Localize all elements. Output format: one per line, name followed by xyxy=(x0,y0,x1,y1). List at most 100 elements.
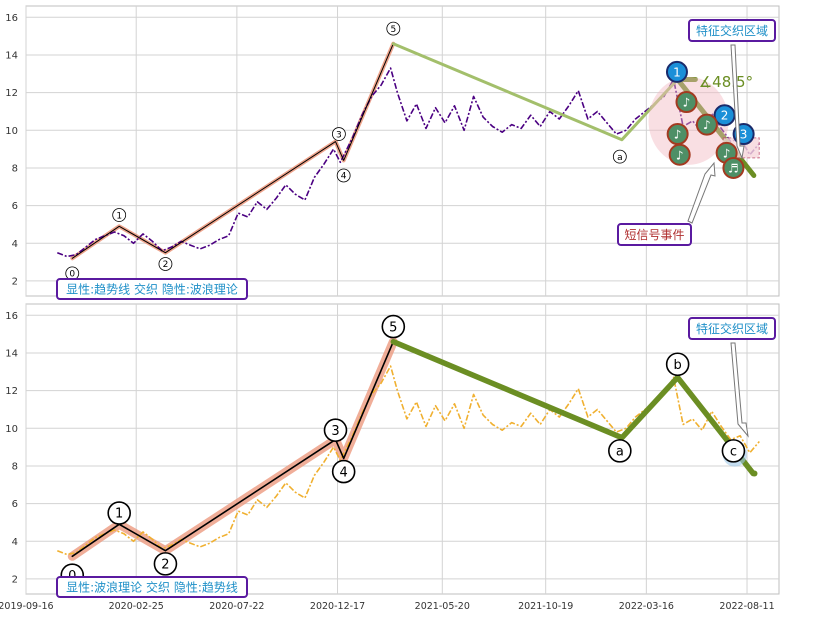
wave-label: a xyxy=(608,439,632,463)
wave-label-circle xyxy=(158,257,173,271)
wave-label-circle xyxy=(153,552,178,576)
wave-label: 2 xyxy=(153,552,178,576)
price-series-line xyxy=(57,67,760,258)
x-tick-label: 2022-03-16 xyxy=(619,601,674,612)
x-axis: 2019-09-16 2020-02-25 2020-07-22 2020-12-17… xyxy=(0,601,775,612)
legend-box: 显性:波浪理论 交织 隐性:趋势线 xyxy=(56,576,248,598)
wave-label-text: 4 xyxy=(340,465,348,480)
wave-label-circle xyxy=(612,149,627,164)
legend-box-text: 显性:趋势线 交织 隐性:波浪理论 xyxy=(66,281,238,296)
event-zone-ellipse xyxy=(648,76,729,165)
signal-marker-green: ♪ xyxy=(668,143,691,166)
y-tick-label: 16 xyxy=(5,13,18,24)
signal-marker-circle xyxy=(695,113,718,136)
wave-label-text: 4 xyxy=(341,172,347,182)
wave-label: 0 xyxy=(65,266,80,281)
wave-label-circle xyxy=(112,208,127,222)
zone-label-box: 特征交织区域 xyxy=(688,19,776,42)
y-tick-label: 6 xyxy=(12,499,18,510)
signal-marker-text: ♪ xyxy=(683,96,691,110)
zone-label-box-text: 特征交织区域 xyxy=(696,23,768,38)
y-tick-label: 14 xyxy=(5,348,18,359)
price-series-line xyxy=(57,365,760,556)
wave-correction-line xyxy=(390,338,756,477)
wave-label: 3 xyxy=(331,127,346,141)
event-label-box: 短信号事件 xyxy=(617,223,692,246)
x-tick-label: 2020-02-25 xyxy=(109,601,164,612)
y-tick-label: 2 xyxy=(12,276,18,287)
signal-marker-circle xyxy=(713,104,736,127)
wave-label: 4 xyxy=(331,459,356,484)
wave-label: 3 xyxy=(323,418,348,442)
signal-marker-text: ♪ xyxy=(723,146,731,160)
signal-marker-circle xyxy=(665,60,688,83)
y-tick-label: 2 xyxy=(12,574,18,585)
signal-marker-circle xyxy=(675,91,698,114)
y-tick-label: 10 xyxy=(5,424,18,435)
wave-label: 5 xyxy=(381,314,406,339)
legend-box-frame xyxy=(56,278,248,300)
signal-marker-text: ♪ xyxy=(676,148,684,162)
wave-label: c xyxy=(721,439,746,463)
angle-annotation: ∡48.5° xyxy=(699,73,753,91)
wave-label-text: 5 xyxy=(390,25,396,35)
y-tick-label: 12 xyxy=(5,88,18,99)
wave-label-text: a xyxy=(617,153,623,163)
signal-marker-text: ♪ xyxy=(674,128,682,142)
wave-label-text: 5 xyxy=(389,320,397,335)
wave-label-text: 1 xyxy=(115,507,123,522)
event-annotation-arrow xyxy=(687,161,716,224)
x-tick-label: 2019-09-16 xyxy=(0,601,54,612)
wave-label: 1 xyxy=(112,208,127,222)
y-tick-label: 4 xyxy=(12,239,18,250)
wave-label: 1 xyxy=(107,501,131,525)
wave-label-circle xyxy=(107,501,131,525)
wave-label-text: 2 xyxy=(161,558,169,573)
wave-path-line xyxy=(71,340,395,558)
legend-box-frame xyxy=(56,576,248,598)
wave-label-text: b xyxy=(674,358,682,373)
y-tick-label: 4 xyxy=(12,537,18,548)
legend-box-text: 显性:波浪理论 交织 隐性:趋势线 xyxy=(66,579,238,594)
y-tick-label: 8 xyxy=(12,461,18,472)
signal-marker-circle xyxy=(722,156,745,179)
x-tick-label: 2021-05-20 xyxy=(415,601,470,612)
signal-marker-green: ♪ xyxy=(675,91,698,114)
wave-label-circle xyxy=(336,168,351,183)
zone-annotation-arrow xyxy=(730,44,745,160)
signal-marker-text: 2 xyxy=(721,109,729,123)
event-label-box-frame xyxy=(617,223,692,246)
legend-box: 显性:趋势线 交织 隐性:波浪理论 xyxy=(56,278,248,300)
signal-marker-green: ♬ xyxy=(722,156,745,179)
zone-annotation-arrow xyxy=(730,342,749,438)
wave-label-circle xyxy=(386,21,401,36)
chart-panel-bottom: 246810121416012345abc特征交织区域显性:波浪理论 交织 隐性… xyxy=(5,303,780,598)
wave-label-circle xyxy=(608,439,632,463)
signal-marker-text: 3 xyxy=(740,128,748,142)
plot-frame xyxy=(25,5,780,297)
signal-marker-text: ♪ xyxy=(703,118,711,132)
wave-label: 5 xyxy=(386,21,401,36)
wave-label-text: a xyxy=(616,445,624,460)
wave-label: a xyxy=(612,149,627,164)
zone-label-box-frame xyxy=(688,317,776,340)
wave-label: 4 xyxy=(336,168,351,183)
wave-label-circle xyxy=(721,439,746,463)
y-tick-label: 12 xyxy=(5,386,18,397)
x-tick-label: 2020-12-17 xyxy=(310,601,365,612)
signal-marker-text: ♬ xyxy=(728,161,739,175)
y-tick-label: 8 xyxy=(12,163,18,174)
signal-marker-blue: 2 xyxy=(713,104,736,127)
signal-marker-green: ♪ xyxy=(695,113,718,136)
signal-marker-green: ♪ xyxy=(666,123,689,146)
wave-label-text: 3 xyxy=(331,424,339,439)
zone-label-box-frame xyxy=(688,19,776,42)
wave-label-text: 2 xyxy=(163,260,169,270)
wave-label-circle xyxy=(665,352,690,377)
signal-marker-circle xyxy=(668,143,691,166)
y-tick-label: 10 xyxy=(5,126,18,137)
trend-end-dot xyxy=(751,470,758,477)
zone-label-box-text: 特征交织区域 xyxy=(696,321,768,336)
